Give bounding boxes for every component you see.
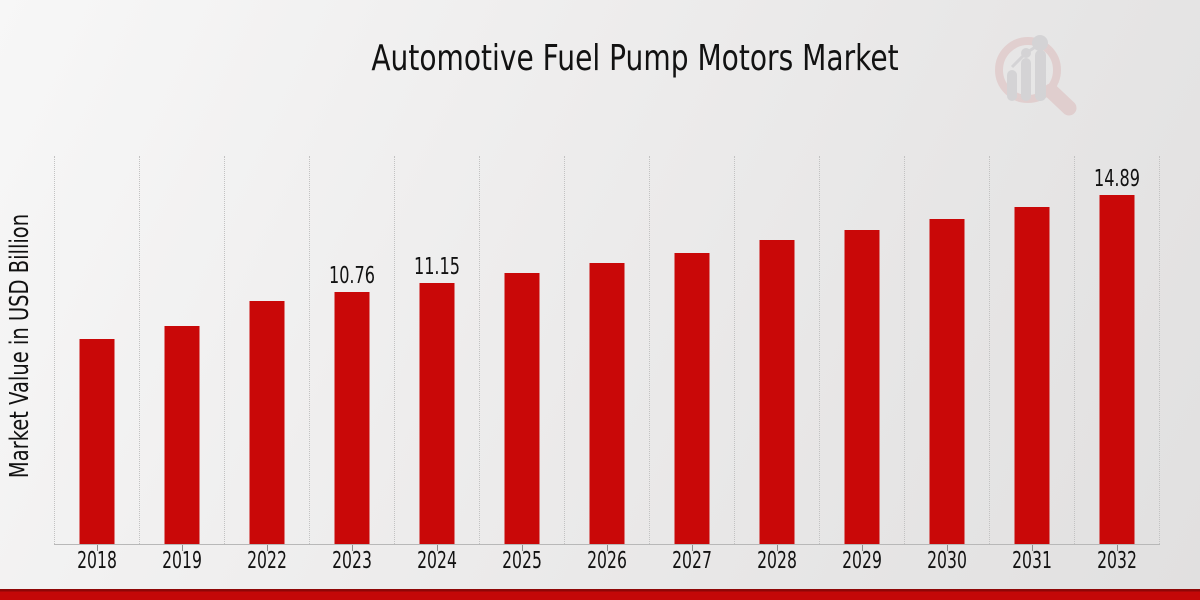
x-tick-label-2018: 2018 — [76, 548, 117, 574]
x-tick-label-2024: 2024 — [416, 548, 457, 574]
plot-gridline — [139, 156, 140, 544]
x-axis-tick — [266, 545, 268, 551]
x-axis-tick — [521, 545, 523, 551]
bar-2028 — [759, 240, 794, 544]
bar-slot-2019 — [139, 156, 224, 544]
x-tick-label-2028: 2028 — [756, 548, 797, 574]
y-axis-label: Market Value in USD Billion — [5, 213, 35, 479]
x-axis-tick — [181, 545, 183, 551]
x-axis-tick — [96, 545, 98, 551]
bar-2026 — [589, 262, 624, 544]
bar-slot-2024: 11.15 — [394, 156, 479, 544]
x-axis-tick — [776, 545, 778, 551]
x-axis-tick — [1031, 545, 1033, 551]
plot-gridline — [1159, 156, 1160, 544]
x-tick-label-2029: 2029 — [841, 548, 882, 574]
bar-2019 — [164, 326, 199, 544]
bar-slot-2027 — [649, 156, 734, 544]
bar-slot-2023: 10.76 — [309, 156, 394, 544]
x-tick-label-2023: 2023 — [331, 548, 372, 574]
bar-value-label-2024: 11.15 — [413, 253, 460, 280]
x-tick-label-2030: 2030 — [926, 548, 967, 574]
x-axis-tick — [861, 545, 863, 551]
plot-gridline — [394, 156, 395, 544]
bar-value-label-2032: 14.89 — [1093, 165, 1140, 192]
bar-slot-2018 — [54, 156, 139, 544]
bar-slot-2022 — [224, 156, 309, 544]
plot-gridline — [564, 156, 565, 544]
bar-2025 — [504, 273, 539, 544]
x-tick-label-2019: 2019 — [161, 548, 202, 574]
bar-value-label-2023: 10.76 — [328, 262, 375, 289]
x-axis-tick — [691, 545, 693, 551]
x-tick-label-2022: 2022 — [246, 548, 287, 574]
bar-2024 — [419, 282, 454, 544]
bar-2018 — [79, 339, 114, 544]
x-axis-tick — [1116, 545, 1118, 551]
plot-area: 10.76 11.15 14.89 — [54, 156, 1160, 544]
plot-gridline — [309, 156, 310, 544]
x-tick-label-2032: 2032 — [1096, 548, 1137, 574]
bottom-accent-bar — [0, 589, 1200, 600]
plot-gridline — [54, 156, 55, 544]
x-axis-line — [54, 544, 1160, 545]
bar-slot-2026 — [564, 156, 649, 544]
plot-gridline — [479, 156, 480, 544]
bar-slot-2032: 14.89 — [1074, 156, 1159, 544]
plot-gridline — [904, 156, 905, 544]
bar-2029 — [844, 229, 879, 544]
x-axis-tick — [606, 545, 608, 551]
bar-2030 — [929, 219, 964, 544]
plot-gridline — [989, 156, 990, 544]
plot-gridline — [734, 156, 735, 544]
chart-title: Automotive Fuel Pump Motors Market — [371, 38, 899, 79]
x-tick-label-2025: 2025 — [501, 548, 542, 574]
bar-slot-2029 — [819, 156, 904, 544]
bar-2023 — [334, 291, 369, 544]
bar-slot-2028 — [734, 156, 819, 544]
bar-slot-2030 — [904, 156, 989, 544]
bar-slot-2025 — [479, 156, 564, 544]
x-tick-label-2027: 2027 — [671, 548, 712, 574]
x-axis-tick — [351, 545, 353, 551]
bar-2032 — [1099, 194, 1134, 544]
plot-gridline — [1074, 156, 1075, 544]
plot-gridline — [819, 156, 820, 544]
x-tick-label-2026: 2026 — [586, 548, 627, 574]
bar-slot-2031 — [989, 156, 1074, 544]
bar-2022 — [249, 301, 284, 544]
x-axis-tick — [436, 545, 438, 551]
plot-gridline — [649, 156, 650, 544]
bar-2027 — [674, 252, 709, 544]
x-axis-tick — [946, 545, 948, 551]
magnifier-bar-chart-logo-icon — [995, 35, 1077, 116]
bar-2031 — [1014, 207, 1049, 544]
plot-gridline — [224, 156, 225, 544]
x-tick-label-2031: 2031 — [1011, 548, 1052, 574]
